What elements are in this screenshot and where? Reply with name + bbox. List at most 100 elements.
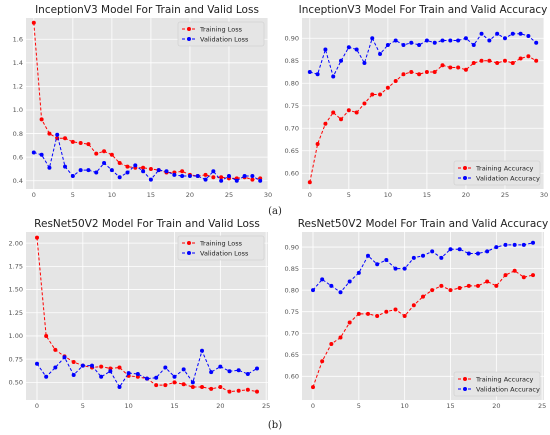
- data-point: [148, 166, 153, 171]
- y-tick-label: 0.8: [13, 130, 23, 138]
- legend-marker: [187, 251, 191, 255]
- data-point: [70, 139, 75, 144]
- data-point: [78, 141, 83, 146]
- data-point: [63, 136, 68, 141]
- y-tick-label: 0.90: [285, 34, 299, 42]
- data-point: [466, 283, 471, 288]
- data-point: [180, 169, 185, 174]
- data-point: [218, 364, 223, 369]
- series-validation: [35, 348, 259, 390]
- data-point: [320, 277, 325, 282]
- data-point: [117, 385, 122, 390]
- data-point: [456, 65, 461, 70]
- data-point: [471, 61, 476, 65]
- data-point: [242, 174, 247, 179]
- x-tick-label: 25: [538, 402, 546, 410]
- data-point: [476, 283, 480, 288]
- data-point: [485, 249, 490, 254]
- x-tick-label: 20: [492, 402, 500, 410]
- data-point: [338, 335, 343, 340]
- x-tick-label: 20: [216, 402, 224, 410]
- data-point: [503, 273, 508, 278]
- data-point: [331, 74, 336, 79]
- series-line: [309, 33, 537, 78]
- data-point: [448, 247, 453, 252]
- legend-label: Validation Accuracy: [476, 385, 540, 393]
- data-point: [485, 279, 490, 284]
- data-point: [409, 40, 414, 45]
- legend-label: Validation Loss: [200, 249, 249, 257]
- legend: Training Loss Validation Loss: [177, 21, 265, 47]
- caption-a: (a): [268, 206, 282, 217]
- legend-box: [177, 21, 265, 47]
- data-point: [135, 372, 140, 377]
- data-point: [219, 175, 224, 180]
- data-point: [417, 72, 422, 77]
- data-point: [211, 175, 216, 180]
- legend-box: [177, 235, 265, 261]
- legend-marker: [463, 176, 467, 180]
- data-point: [375, 262, 380, 267]
- data-point: [518, 56, 523, 61]
- x-tick-label: 0: [32, 191, 36, 199]
- data-point: [347, 320, 352, 325]
- data-point: [227, 389, 232, 394]
- data-point: [378, 92, 383, 97]
- x-tick-label: 10: [125, 402, 133, 410]
- y-tick-label: 0.90: [285, 243, 299, 251]
- data-point: [526, 54, 531, 59]
- data-point: [503, 242, 508, 247]
- data-point: [424, 70, 429, 74]
- data-point: [401, 72, 406, 77]
- data-point: [156, 168, 161, 173]
- data-point: [531, 240, 535, 245]
- data-point: [421, 294, 425, 299]
- y-tick-label: 0.80: [285, 79, 299, 87]
- x-tick-label: 0: [35, 402, 39, 410]
- data-point: [401, 43, 406, 47]
- data-point: [90, 363, 94, 368]
- y-tick-label: 1.00: [9, 332, 23, 340]
- legend-box: [453, 160, 541, 186]
- x-tick-label: 5: [357, 402, 361, 410]
- x-tick-label: 25: [262, 402, 270, 410]
- series-validation: [31, 132, 263, 183]
- series-training: [311, 268, 535, 390]
- data-point: [181, 367, 186, 372]
- y-tick-label: 0.80: [285, 286, 299, 294]
- data-point: [356, 270, 361, 275]
- legend-marker: [463, 387, 467, 391]
- series-line: [309, 55, 537, 183]
- data-point: [125, 170, 130, 175]
- data-point: [108, 366, 113, 371]
- data-point: [510, 61, 515, 65]
- data-point: [39, 117, 44, 122]
- y-tick-label: 1.4: [13, 59, 23, 67]
- chart-resnet50v2-accuracy: ResNet50V2 Model For Train and Valid Acc…: [285, 218, 549, 410]
- data-point: [448, 65, 453, 70]
- data-point: [346, 45, 351, 50]
- data-point: [495, 31, 500, 36]
- data-point: [86, 168, 91, 173]
- data-point: [457, 286, 462, 290]
- y-tick-label: 0.50: [9, 379, 23, 387]
- legend-label: Training Loss: [199, 239, 243, 247]
- data-point: [31, 150, 36, 155]
- x-tick-label: 30: [540, 191, 548, 199]
- data-point: [117, 161, 122, 166]
- y-tick-label: 0.75: [285, 102, 299, 110]
- data-point: [31, 20, 36, 25]
- data-point: [393, 38, 398, 43]
- data-point: [109, 152, 114, 157]
- data-point: [99, 364, 104, 369]
- y-tick-label: 0.65: [285, 147, 299, 155]
- data-point: [62, 355, 67, 360]
- data-point: [384, 309, 389, 314]
- data-point: [331, 110, 336, 115]
- data-point: [117, 365, 122, 370]
- data-point: [494, 283, 499, 288]
- data-point: [411, 303, 416, 308]
- data-point: [163, 365, 168, 370]
- x-tick-label: 10: [401, 402, 409, 410]
